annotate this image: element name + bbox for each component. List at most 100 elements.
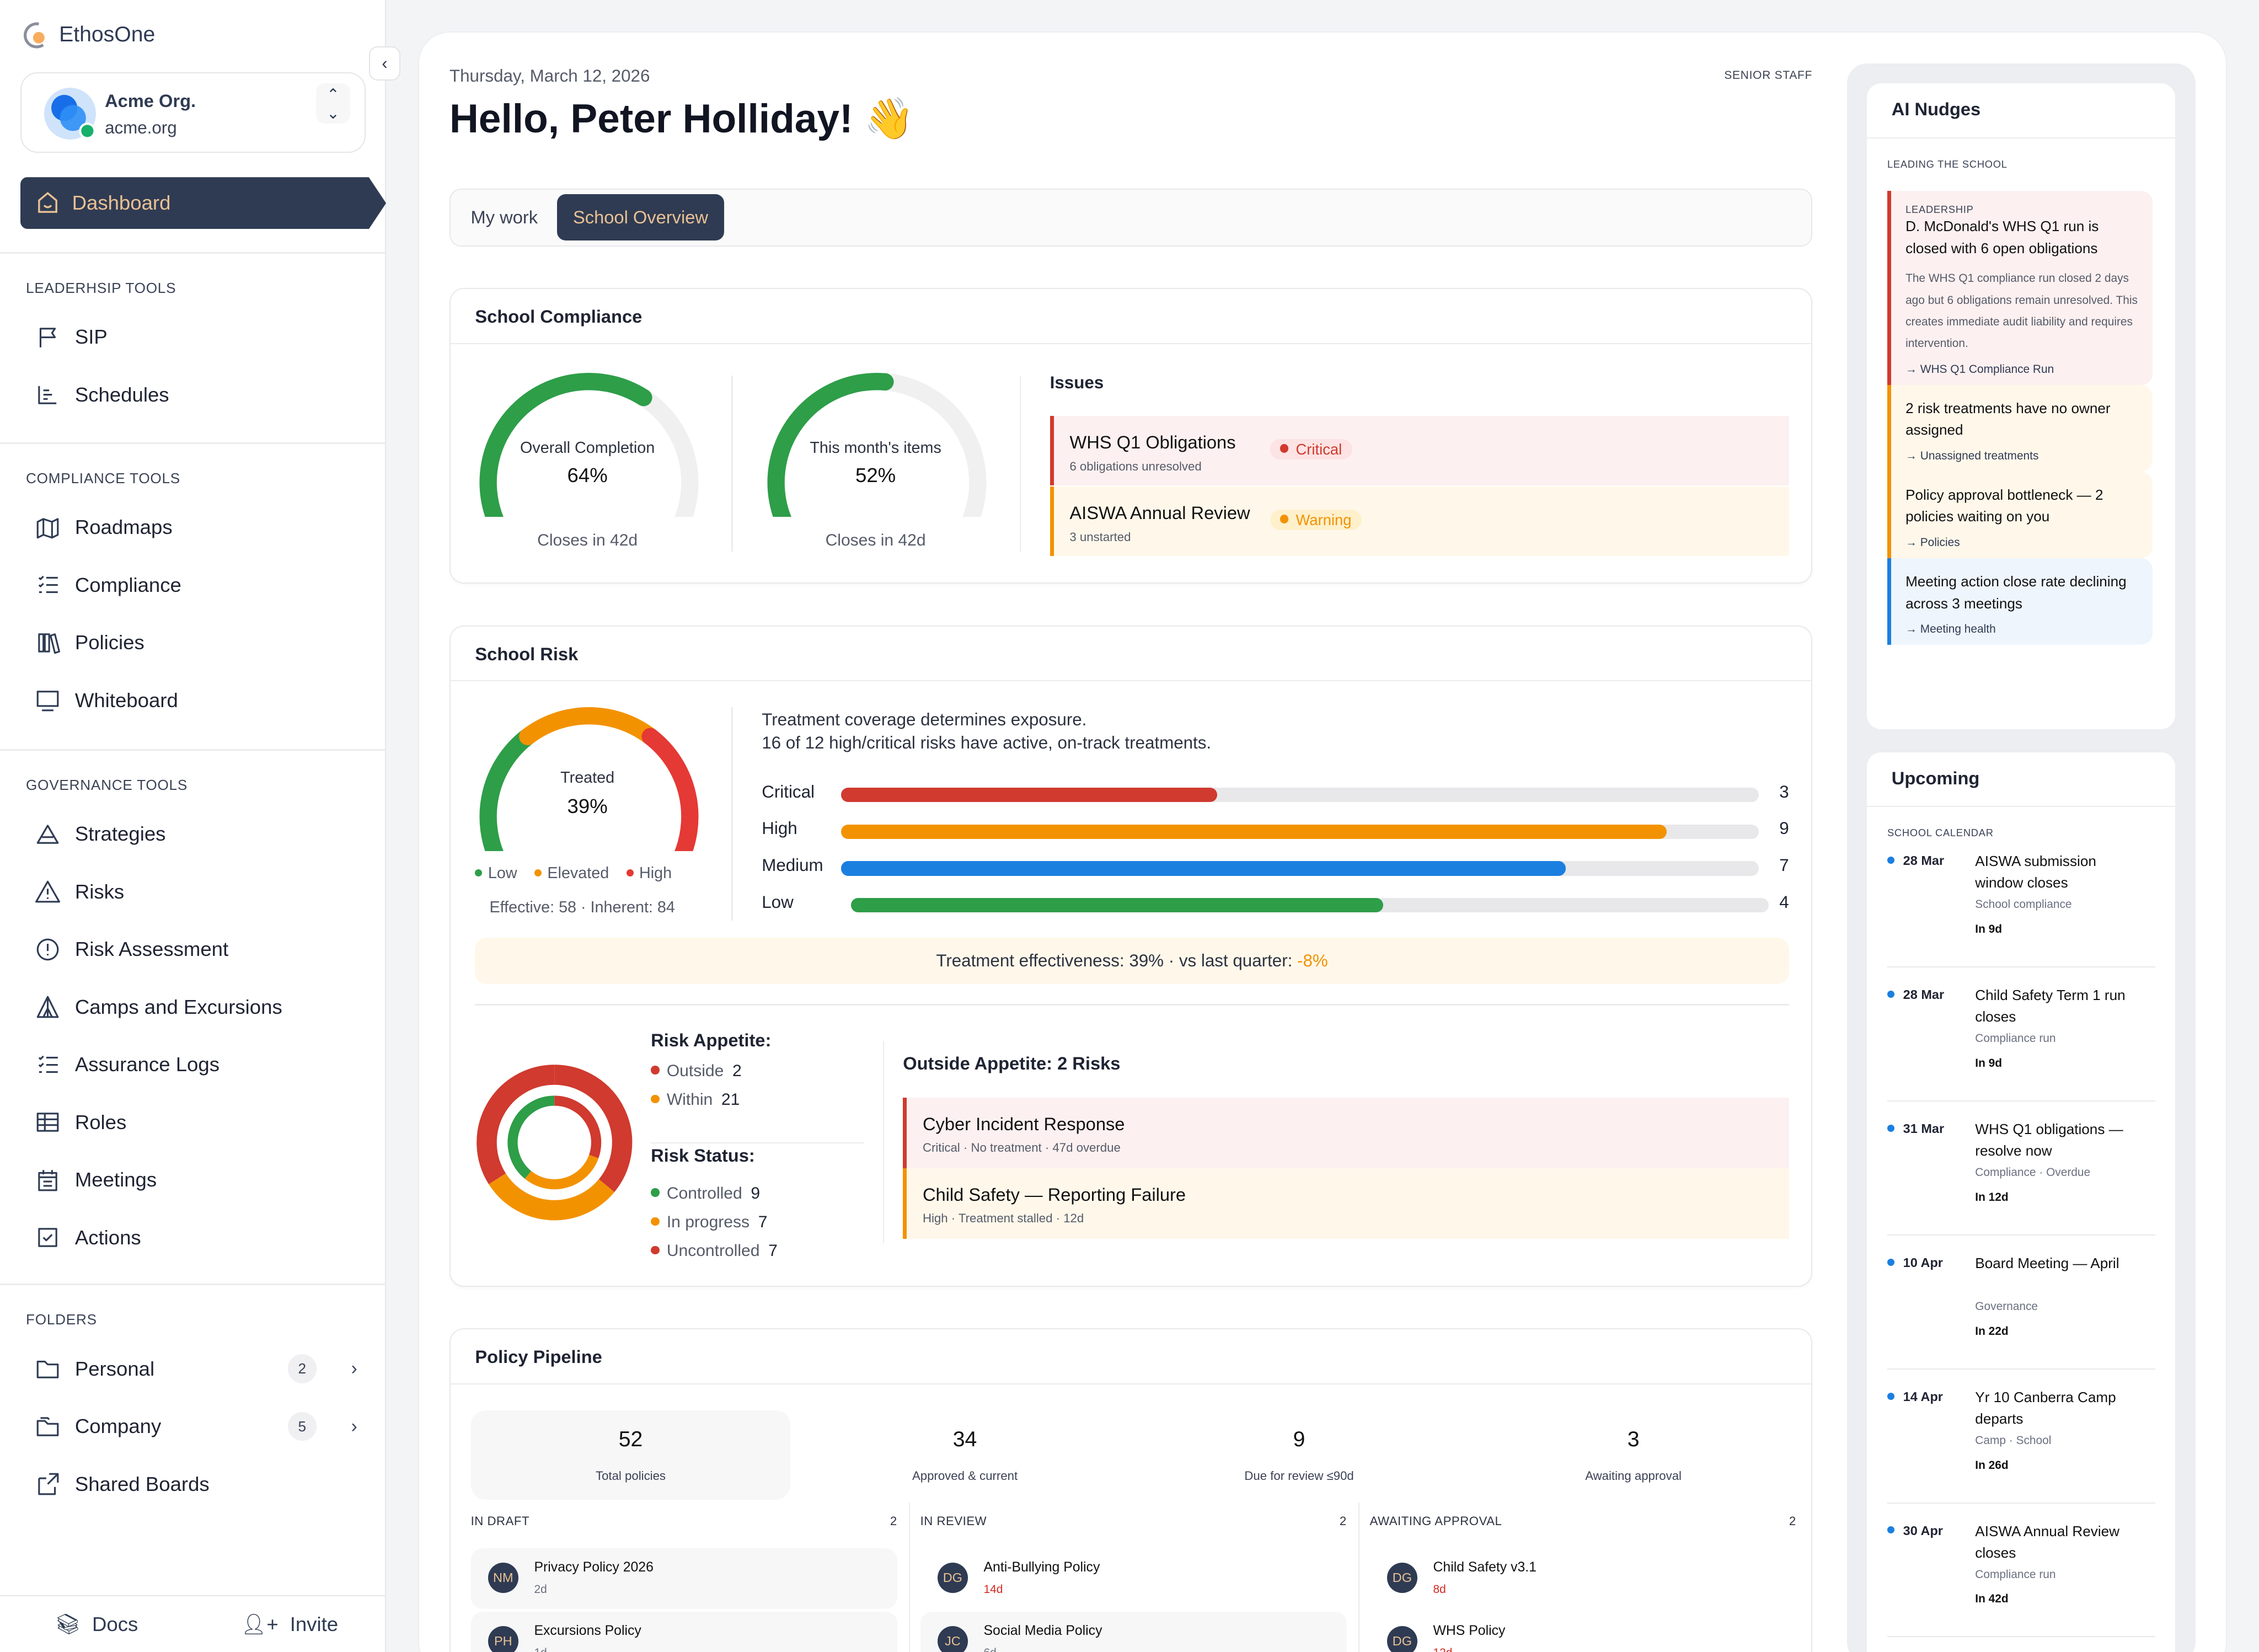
brand-logo[interactable]: EthosOne xyxy=(22,20,155,49)
issue-item[interactable]: AISWA Annual Review 3 unstarted Warning xyxy=(1050,486,1789,556)
docs-button[interactable]: 📚︎ Docs xyxy=(0,1596,193,1652)
stat-value: 3 xyxy=(1627,1428,1640,1452)
sidebar-item-whiteboard[interactable]: Whiteboard xyxy=(35,671,357,729)
policy-item[interactable]: JC Social Media Policy 6d xyxy=(920,1612,1347,1652)
nudge-title: 2 risk treatments have no owner assigned xyxy=(1905,400,2111,439)
sidebar-item-label: SIP xyxy=(74,325,108,349)
policy-stat[interactable]: 9 Due for review ≤90d xyxy=(1139,1410,1459,1500)
chevron-up-down-icon[interactable]: ⌃ ⌄ xyxy=(315,83,351,124)
count-badge: 2 xyxy=(287,1354,317,1383)
outside-appetite-risk[interactable]: Cyber Incident Response Critical · No tre… xyxy=(903,1097,1789,1168)
event-dot xyxy=(1887,1392,1894,1400)
nudge-link[interactable]: → Meeting health xyxy=(1905,623,1996,636)
nudge-item[interactable]: Policy approval bottleneck — 2 policies … xyxy=(1887,471,2153,558)
legend-label: Within xyxy=(666,1090,713,1109)
sidebar-item-sip[interactable]: SIP xyxy=(35,308,357,366)
sidebar-item-shared-boards[interactable]: Shared Boards xyxy=(35,1455,357,1512)
bar-value: 7 xyxy=(1779,856,1789,875)
gauge-segment xyxy=(518,707,659,745)
legend-dot xyxy=(651,1094,660,1104)
event-dot xyxy=(1887,990,1894,998)
check-square-icon xyxy=(38,1228,57,1248)
sidebar-item-dashboard[interactable]: Dashboard xyxy=(20,177,387,229)
sidebar-item-actions[interactable]: Actions xyxy=(35,1209,357,1266)
chevron-right-icon[interactable]: › xyxy=(351,1358,357,1380)
sidebar-item-personal[interactable]: Personal 2 › xyxy=(35,1340,357,1397)
nudge-item[interactable]: LEADERSHIP D. McDonald's WHS Q1 run is cl… xyxy=(1887,190,2153,385)
calendar-event[interactable]: 28 Mar AISWA submission window closes Scho… xyxy=(1887,833,2155,967)
policy-item[interactable]: DG Child Safety v3.1 8d xyxy=(1370,1548,1796,1609)
sidebar-item-strategies[interactable]: Strategies xyxy=(35,805,357,863)
donut-outer-segment xyxy=(488,1173,614,1220)
bar-fill xyxy=(851,898,1384,913)
nudge-item[interactable]: 2 risk treatments have no owner assigned… xyxy=(1887,384,2153,472)
nudge-title: D. McDonald's WHS Q1 run is closed with … xyxy=(1905,218,2099,256)
divider xyxy=(1019,376,1021,552)
sidebar-item-camps-and-excursions[interactable]: Camps and Excursions xyxy=(35,979,357,1036)
calendar-event[interactable]: 10 Apr Board Meeting — April Governance In … xyxy=(1887,1236,2155,1370)
sidebar-item-schedules[interactable]: Schedules xyxy=(35,366,357,423)
chevron-right-icon[interactable]: › xyxy=(351,1415,357,1437)
sidebar-item-assurance-logs[interactable]: Assurance Logs xyxy=(35,1036,357,1093)
policy-item[interactable]: PH Excursions Policy 1d xyxy=(470,1612,897,1652)
sidebar-item-policies[interactable]: Policies xyxy=(35,614,357,671)
effectiveness-text: Treatment effectiveness: 39% · vs last q… xyxy=(936,950,1298,970)
tab-my-work[interactable]: My work xyxy=(470,207,538,228)
outside-appetite-risk[interactable]: Child Safety — Reporting Failure High · T… xyxy=(903,1168,1789,1239)
page-title: Hello, Peter Holliday! 👋 xyxy=(449,97,914,142)
checklist-icon xyxy=(38,575,58,594)
calendar-event[interactable]: 14 Apr Yr 10 Canberra Camp departs Camp · … xyxy=(1887,1370,2155,1504)
tab-school-overview[interactable]: School Overview xyxy=(557,194,724,240)
sidebar-item-roadmaps[interactable]: Roadmaps xyxy=(35,499,357,556)
section-label: LEADING THE SCHOOL xyxy=(1887,158,2008,170)
policy-stat[interactable]: 34 Approved & current xyxy=(805,1410,1125,1500)
policy-item[interactable]: NM Privacy Policy 2026 2d xyxy=(470,1548,897,1610)
badge-label: Warning xyxy=(1296,511,1352,528)
list-icon xyxy=(38,1055,58,1073)
nudge-item[interactable]: Meeting action close rate declining acro… xyxy=(1887,558,2153,645)
column-count: 2 xyxy=(1339,1514,1347,1528)
nudge-link[interactable]: → WHS Q1 Compliance Run xyxy=(1905,362,2054,376)
sidebar-item-risks[interactable]: Risks xyxy=(35,863,357,921)
legend-value: 21 xyxy=(721,1090,740,1109)
org-domain: acme.org xyxy=(105,117,177,137)
avatar: DG xyxy=(1387,1626,1417,1652)
donut-inner-segment xyxy=(524,1154,599,1189)
policy-item[interactable]: DG Anti-Bullying Policy 14d xyxy=(920,1548,1347,1609)
overall-completion-gauge xyxy=(479,372,699,517)
section-label: FOLDERS xyxy=(26,1311,97,1328)
folder-icon xyxy=(36,1360,59,1378)
nudge-link[interactable]: → Policies xyxy=(1905,536,1960,549)
issue-item[interactable]: WHS Q1 Obligations 6 obligations unresolv… xyxy=(1050,416,1789,485)
org-avatar xyxy=(44,87,97,140)
column-count: 2 xyxy=(1789,1514,1796,1528)
policy-stat[interactable]: 52 Total policies xyxy=(470,1410,791,1500)
gauge-segment xyxy=(479,728,537,852)
nudge-link[interactable]: → Unassigned treatments xyxy=(1905,450,2039,463)
effective-inherent: Effective: 58 · Inherent: 84 xyxy=(489,899,675,917)
sidebar-item-compliance[interactable]: Compliance xyxy=(35,556,357,613)
books-icon: 📚︎ xyxy=(55,1613,81,1636)
sidebar-item-label: Dashboard xyxy=(72,191,171,215)
event-countdown: In 12d xyxy=(1975,1190,2009,1204)
count-badge: 5 xyxy=(287,1412,317,1441)
column-header: IN DRAFT 2 xyxy=(471,1514,897,1528)
sidebar-item-meetings[interactable]: Meetings xyxy=(35,1151,357,1209)
calendar-event[interactable]: 30 Apr AISWA Annual Review closes Complian… xyxy=(1887,1504,2155,1638)
invite-button[interactable]: 👤︎+ Invite xyxy=(193,1596,386,1652)
calendar-event[interactable]: 28 Mar Child Safety Term 1 run closes Comp… xyxy=(1887,967,2155,1102)
org-switcher[interactable]: Acme Org. acme.org ⌃ ⌄ xyxy=(20,72,366,153)
sidebar-item-risk-assessment[interactable]: Risk Assessment xyxy=(35,921,357,978)
collapse-sidebar-button[interactable]: ‹ xyxy=(368,46,401,81)
policy-item[interactable]: DG WHS Policy 12d xyxy=(1370,1612,1796,1652)
bar-track xyxy=(841,788,1759,803)
nudge-kicker: LEADERSHIP xyxy=(1905,204,1974,216)
docs-label: Docs xyxy=(92,1612,138,1635)
calendar-event[interactable]: 31 Mar WHS Q1 obligations — resolve now Co… xyxy=(1887,1102,2155,1236)
risk-bar-low: Low 4 xyxy=(762,889,1789,918)
sidebar-item-roles[interactable]: Roles xyxy=(35,1094,357,1151)
bar-label: Low xyxy=(762,892,794,912)
divider xyxy=(651,1142,864,1144)
sidebar-item-company[interactable]: Company 5 › xyxy=(35,1398,357,1455)
policy-stat[interactable]: 3 Awaiting approval xyxy=(1474,1410,1794,1500)
